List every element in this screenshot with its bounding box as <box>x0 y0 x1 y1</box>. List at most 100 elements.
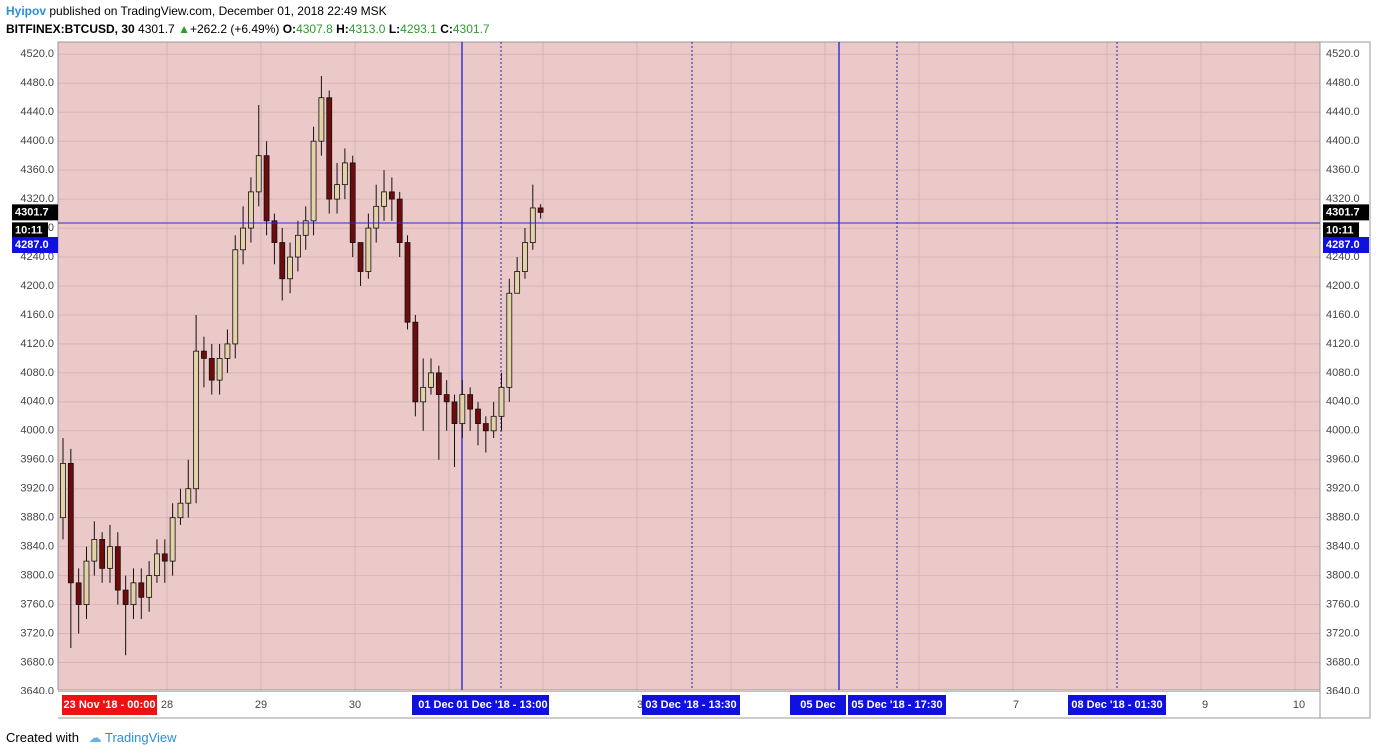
candle-body <box>248 191 254 229</box>
y-tick-label-right: 3640.0 <box>1326 685 1360 697</box>
candle-body <box>279 242 286 280</box>
line-price-right-bg <box>1323 237 1369 254</box>
plot-background <box>58 42 1320 690</box>
change: +262.2 (+6.49%) <box>189 22 280 36</box>
y-tick-label-right: 4520.0 <box>1326 48 1360 60</box>
marker-label: 05 Dec '18 - 17:30 <box>851 699 942 711</box>
y-tick-label-right: 4160.0 <box>1326 309 1360 321</box>
countdown-left: 10:11 <box>15 224 43 236</box>
symbol: BITFINEX:BTCUSD, 30 <box>6 22 135 36</box>
y-tick-label-right: 3840.0 <box>1326 541 1360 553</box>
candle-body <box>388 191 395 200</box>
y-tick-label: 4440.0 <box>20 106 54 118</box>
candle-body <box>412 321 419 403</box>
y-tick-label-right: 4400.0 <box>1326 135 1360 147</box>
candle-body <box>326 97 333 200</box>
candle-body <box>310 140 317 222</box>
logo: ☁ <box>88 730 102 745</box>
line-price-right: 4287.0 <box>1326 239 1360 251</box>
candle-body <box>459 394 466 424</box>
y-tick-label-right: 3920.0 <box>1326 483 1360 495</box>
candle-body <box>138 582 145 598</box>
symbol-line: BITFINEX:BTCUSD, 30 4301.7 ▲+262.2 (+6.4… <box>6 22 490 36</box>
x-tick-label: 30 <box>349 699 361 711</box>
candle-body <box>263 155 270 222</box>
x-tick-label: 29 <box>255 699 267 711</box>
y-tick-label: 4200.0 <box>20 280 54 292</box>
marker-label: 03 Dec '18 - 13:30 <box>645 699 736 711</box>
marker-label-bg <box>412 695 460 715</box>
candle-body <box>75 582 82 605</box>
last-price-left-bg <box>12 204 58 221</box>
h-value: 4313.0 <box>348 22 386 36</box>
x-tick-label: 9 <box>1202 699 1208 711</box>
candle-body <box>341 162 348 186</box>
candle-body <box>146 575 153 598</box>
y-tick-label-right: 4480.0 <box>1326 77 1360 89</box>
candle-body <box>294 234 301 258</box>
candle-body <box>255 155 262 193</box>
candle-body <box>232 249 239 345</box>
marker-label: 23 Nov '18 - 00:00 <box>64 699 156 711</box>
author[interactable]: Hyipov <box>6 4 47 18</box>
y-tick-label: 4320.0 <box>20 193 54 205</box>
candle-body <box>287 256 293 280</box>
candle-body <box>201 350 207 359</box>
candle-body <box>537 207 544 213</box>
y-tick-label: 3800.0 <box>20 570 54 582</box>
marker-label-bg <box>642 695 740 715</box>
y-tick-label-right: 4080.0 <box>1326 367 1360 379</box>
last-price-left: 4301.7 <box>15 206 49 218</box>
candle-body <box>490 415 497 432</box>
candle-body <box>514 271 521 294</box>
candle-body <box>435 372 442 395</box>
marker-label-bg <box>62 695 157 715</box>
candle-body <box>428 372 434 388</box>
candle-body <box>365 227 372 272</box>
candle-body <box>357 242 364 272</box>
y-tick-label: 4480.0 <box>20 77 54 89</box>
candle-body <box>482 423 489 432</box>
up-arrow: ▲ <box>178 22 190 36</box>
candle-body <box>122 589 129 605</box>
y-tick-label-right: 3960.0 <box>1326 454 1360 466</box>
marker-label: 05 Dec <box>800 699 835 711</box>
x-tick-label: 28 <box>161 699 173 711</box>
y-tick-label: 4000.0 <box>20 425 54 437</box>
candle-body <box>475 408 481 424</box>
candle-body <box>216 357 223 381</box>
candle-body <box>498 386 505 417</box>
y-tick-label: 3960.0 <box>20 454 54 466</box>
published: published on TradingView.com, December 0… <box>49 4 387 18</box>
o-value: 4307.8 <box>296 22 333 36</box>
y-tick-label-right: 4440.0 <box>1326 106 1360 118</box>
right-axis-frame <box>1319 41 1371 719</box>
c-label: C: <box>440 22 453 36</box>
candle-body <box>522 242 528 272</box>
marker-label: 08 Dec '18 - 01:30 <box>1071 699 1162 711</box>
candle-body <box>506 292 513 388</box>
y-tick-label: 4400.0 <box>20 135 54 147</box>
y-tick-label: 3840.0 <box>20 541 54 553</box>
brand[interactable]: TradingView <box>105 730 177 745</box>
y-tick-label-right: 4120.0 <box>1326 338 1360 350</box>
y-tick-label: 4080.0 <box>20 367 54 379</box>
y-tick-label-right: 3880.0 <box>1326 512 1360 524</box>
marker-label-bg <box>790 695 846 715</box>
candle-body <box>114 546 121 591</box>
countdown-right-bg <box>1323 222 1359 239</box>
countdown-left-bg <box>12 222 48 239</box>
y-tick-label-right: 4040.0 <box>1326 396 1360 408</box>
candle-body <box>154 553 160 577</box>
candle-body <box>529 207 536 243</box>
countdown-right: 10:11 <box>1326 224 1354 236</box>
footer: Created with ☁ TradingView <box>6 730 177 746</box>
candle-body <box>161 553 168 562</box>
y-tick-label: 4360.0 <box>20 164 54 176</box>
y-tick-label-right: 3760.0 <box>1326 598 1360 610</box>
candle-body <box>467 394 474 410</box>
candle-body <box>208 357 215 381</box>
candle-body <box>60 462 66 519</box>
candle-body <box>451 401 458 424</box>
